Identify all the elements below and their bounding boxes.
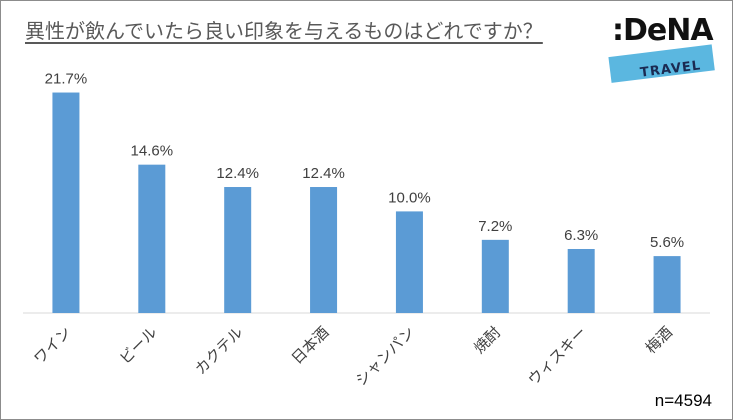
bar-4 xyxy=(310,187,338,313)
chart-title: 異性が飲んでいたら良い印象を与えるものはどれですか？ xyxy=(25,19,543,43)
category-label-4: 日本酒 xyxy=(288,323,333,368)
category-label-2: ビール xyxy=(116,323,161,368)
category-label-6: 焼酎 xyxy=(470,323,504,357)
data-label-8: 5.6% xyxy=(650,234,684,251)
data-label-4: 12.4% xyxy=(302,165,345,182)
data-label-2: 14.6% xyxy=(131,143,174,160)
bar-8 xyxy=(653,256,681,313)
logo-wordmark: :DeNA xyxy=(612,13,714,48)
data-label-7: 6.3% xyxy=(564,227,598,244)
bar-6 xyxy=(481,239,509,313)
bar-1 xyxy=(52,92,80,313)
sample-size-note: n=4594 xyxy=(654,391,712,410)
bar-3 xyxy=(224,187,252,313)
data-label-1: 21.7% xyxy=(45,71,88,88)
category-label-1: ワイン xyxy=(30,323,75,368)
data-label-5: 10.0% xyxy=(388,189,431,206)
dena-travel-logo: :DeNA TRAVEL xyxy=(608,13,724,93)
bar-2 xyxy=(138,164,166,313)
data-label-6: 7.2% xyxy=(478,218,512,235)
bar-7 xyxy=(567,248,595,313)
category-label-3: カクテル xyxy=(191,323,246,378)
category-label-7: ウィスキー xyxy=(524,323,590,389)
data-label-3: 12.4% xyxy=(216,165,259,182)
category-label-8: 梅酒 xyxy=(642,323,676,357)
bar-5 xyxy=(395,211,423,313)
category-label-5: シャンパン xyxy=(352,323,418,389)
